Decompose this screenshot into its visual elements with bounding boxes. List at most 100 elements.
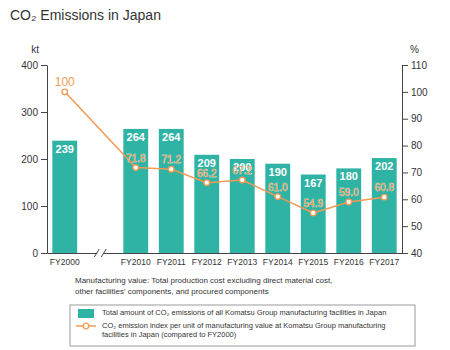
note: Manufacturing value: Total production co… xyxy=(75,276,332,285)
y2-tick-mark xyxy=(402,226,408,227)
y2-tick-mark xyxy=(402,253,408,254)
axis-break-line xyxy=(94,249,99,257)
x-tick: FY2011 xyxy=(157,253,186,267)
y-tick-label: 400 xyxy=(21,60,38,71)
axis-break xyxy=(94,248,106,258)
y-tick: 300 xyxy=(21,107,47,118)
y-tick-mark xyxy=(41,206,47,207)
y2-tick-mark xyxy=(402,65,408,66)
legend-line: facilities in Japan (compared to FY2000) xyxy=(102,330,237,339)
bar xyxy=(194,155,219,253)
y-tick: 200 xyxy=(21,154,47,165)
y2-tick-label: 70 xyxy=(411,167,423,178)
line-label: 67.2 xyxy=(233,165,253,176)
y-tick-mark xyxy=(41,159,47,160)
x-tick-label: FY2017 xyxy=(369,257,399,267)
marker xyxy=(239,177,245,183)
bar xyxy=(52,141,77,253)
bar-label: 264 xyxy=(127,131,146,143)
x-tick-label: FY2015 xyxy=(298,257,328,267)
x-tick: FY2014 xyxy=(263,253,293,267)
line-label: 71.2 xyxy=(162,154,182,165)
y2-tick-label: 90 xyxy=(411,113,423,124)
line-label: 61.0 xyxy=(268,182,288,193)
y-tick: 0 xyxy=(32,248,47,259)
line-label: 100 xyxy=(55,75,75,89)
y2-tick-label: 100 xyxy=(411,87,428,98)
x-tick-label: FY2014 xyxy=(263,257,293,267)
line-label: 66.2 xyxy=(197,168,217,179)
x-tick-label: FY2010 xyxy=(121,257,151,267)
x-tick: FY2000 xyxy=(50,253,80,267)
bar-label: 180 xyxy=(340,170,358,182)
y2-tick-label: 50 xyxy=(411,221,423,232)
line xyxy=(65,92,385,213)
bar xyxy=(265,164,290,253)
x-tick-label: FY2016 xyxy=(334,257,364,267)
y2-tick-mark xyxy=(402,199,408,200)
note: other facilities' components, and procur… xyxy=(75,287,269,296)
y2-tick: 70 xyxy=(402,167,423,178)
marker xyxy=(62,89,68,95)
y2-tick-mark xyxy=(402,172,408,173)
x-tick-label: FY2012 xyxy=(192,257,222,267)
y-tick: 400 xyxy=(21,60,47,71)
bar-label: 264 xyxy=(162,131,181,143)
y-tick: 100 xyxy=(21,201,47,212)
plot-marks xyxy=(52,89,396,253)
y2-tick: 60 xyxy=(402,194,423,205)
y-tick-label: 300 xyxy=(21,107,38,118)
bar-label: 190 xyxy=(269,166,287,178)
y2-tick: 110 xyxy=(402,60,427,71)
x-tick-label: FY2013 xyxy=(227,257,257,267)
x-tick: FY2013 xyxy=(227,253,257,267)
y-axis: 0 100 200 300 400 xyxy=(21,60,47,259)
marker xyxy=(275,194,281,200)
axis-line xyxy=(402,66,403,254)
axis-line xyxy=(47,66,48,254)
bar xyxy=(336,168,361,253)
marker xyxy=(381,194,387,200)
line-label: 59.0 xyxy=(339,187,359,198)
axis-break-line xyxy=(101,249,106,257)
y2-tick: 100 xyxy=(402,87,428,98)
legend: Total amount of CO₂ emissions of all Kom… xyxy=(70,305,415,346)
bar xyxy=(301,175,326,253)
x-tick: FY2010 xyxy=(121,253,151,267)
y-tick-label: 0 xyxy=(32,248,38,259)
title: CO₂ Emissions in Japan xyxy=(10,7,161,23)
legend-label: Total amount of CO₂ emissions of all Kom… xyxy=(102,308,386,317)
bar-label: 167 xyxy=(304,177,322,189)
y2-tick: 90 xyxy=(402,113,423,124)
y2-axis: 40 50 60 70 80 90 100 110 xyxy=(402,60,428,259)
legend-marker xyxy=(83,323,89,329)
y-tick-label: 200 xyxy=(21,154,38,165)
data-labels: 23926426420920019016718020210071.871.266… xyxy=(55,75,395,209)
bar-label: 202 xyxy=(375,160,393,172)
line-label: 54.9 xyxy=(304,198,324,209)
line-label: 71.8 xyxy=(126,153,146,164)
y2-tick-mark xyxy=(402,146,408,147)
bar xyxy=(372,158,397,253)
x-tick-label: FY2011 xyxy=(157,257,186,267)
y2-tick: 50 xyxy=(402,221,423,232)
marker xyxy=(310,210,316,216)
line-label: 60.8 xyxy=(375,182,395,193)
x-tick: FY2015 xyxy=(298,253,328,267)
marker xyxy=(133,165,139,171)
x-tick: FY2012 xyxy=(192,253,222,267)
legend-line: Total amount of CO₂ emissions of all Kom… xyxy=(102,308,386,317)
marker xyxy=(168,166,174,172)
y-tick-label: 100 xyxy=(21,201,38,212)
legend-line: CO₂ emission index per unit of manufactu… xyxy=(102,321,388,330)
y2-tick-label: 40 xyxy=(411,248,423,259)
marker xyxy=(204,180,210,186)
chart: CO₂ Emissions in Japan 0 100 200 300 400 40 50 6… xyxy=(0,0,450,350)
y2-tick-label: 80 xyxy=(411,140,423,151)
y-tick-mark xyxy=(41,112,47,113)
y-axis-title: kt xyxy=(31,44,39,55)
y2-tick-label: 110 xyxy=(411,60,427,71)
bar-label: 239 xyxy=(56,143,74,155)
y2-axis-title: % xyxy=(410,44,419,55)
axis-break-gap xyxy=(97,248,103,258)
